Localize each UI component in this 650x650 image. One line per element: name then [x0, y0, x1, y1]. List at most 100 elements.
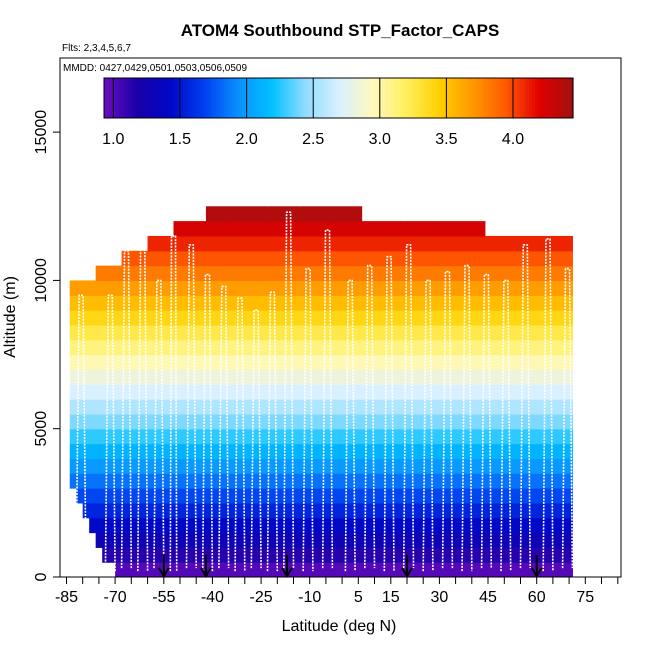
heatmap-cell	[556, 310, 564, 326]
heatmap-cell	[322, 206, 330, 222]
heatmap-cell	[296, 354, 304, 370]
heatmap-cell	[290, 562, 298, 577]
heatmap-cell	[231, 324, 239, 341]
heatmap-cell	[244, 532, 252, 548]
heatmap-cell	[102, 310, 110, 326]
heatmap-cell	[322, 324, 330, 341]
heatmap-cell	[264, 280, 272, 296]
heatmap-cell	[368, 324, 376, 341]
heatmap-cell	[556, 295, 564, 311]
heatmap-cell	[419, 399, 428, 415]
heatmap-cell	[543, 473, 551, 489]
heatmap-cell	[452, 310, 460, 326]
heatmap-cell	[348, 250, 356, 267]
heatmap-cell	[361, 458, 369, 474]
heatmap-cell	[471, 488, 479, 504]
down-arrow-marker	[281, 555, 293, 578]
heatmap-cell	[69, 473, 77, 489]
heatmap-cell	[387, 473, 395, 489]
heatmap-cell	[199, 354, 207, 370]
heatmap-cell	[69, 324, 77, 341]
heatmap-cell	[510, 443, 518, 459]
heatmap-cell	[231, 458, 239, 474]
heatmap-cell	[303, 517, 311, 534]
heatmap-cell	[95, 443, 103, 459]
heatmap-cell	[368, 250, 376, 267]
heatmap-cell	[406, 547, 415, 563]
heatmap-cell	[270, 384, 278, 400]
heatmap-cell	[82, 354, 90, 370]
colorbar-segment	[388, 78, 392, 118]
heatmap-cell	[160, 354, 168, 370]
heatmap-cell	[199, 532, 207, 548]
heatmap-cell	[484, 413, 492, 430]
heatmap-cell	[458, 235, 466, 252]
heatmap-cell	[413, 562, 421, 577]
heatmap-cell	[342, 235, 350, 252]
heatmap-cell	[400, 339, 408, 356]
colorbar-segment	[485, 78, 489, 118]
colorbar-segment	[197, 78, 202, 118]
heatmap-cell	[296, 502, 304, 519]
heatmap-cell	[478, 354, 486, 370]
colorbar-segment	[259, 78, 263, 118]
heatmap-cell	[549, 339, 557, 356]
heatmap-cell	[192, 488, 201, 504]
heatmap-cell	[536, 280, 544, 296]
heatmap-cell	[192, 324, 201, 341]
heatmap-cell	[368, 354, 376, 370]
heatmap-cell	[141, 369, 149, 385]
colorbar-segment	[397, 78, 401, 118]
heatmap-cell	[510, 369, 518, 385]
heatmap-cell	[296, 384, 304, 400]
heatmap-cell	[413, 488, 421, 504]
colorbar-segment	[332, 78, 337, 118]
heatmap-cell	[69, 339, 77, 356]
heatmap-cell	[303, 250, 311, 267]
colorbar-segment	[438, 78, 442, 118]
heatmap-cell	[270, 517, 278, 534]
heatmap-cell	[387, 502, 395, 519]
heatmap-cell	[361, 354, 369, 370]
heatmap-cell	[141, 265, 149, 282]
heatmap-cell	[355, 310, 363, 326]
heatmap-cell	[270, 280, 278, 296]
heatmap-cell	[361, 562, 369, 577]
heatmap-cell	[445, 295, 453, 311]
heatmap-cell	[335, 428, 343, 445]
heatmap-cell	[205, 547, 214, 563]
heatmap-cell	[225, 250, 233, 267]
heatmap-cell	[413, 221, 421, 237]
heatmap-cell	[394, 562, 402, 577]
heatmap-cell	[309, 413, 317, 430]
colorbar-segment	[317, 78, 322, 118]
heatmap-cell	[251, 473, 259, 489]
heatmap-cell	[491, 235, 499, 252]
heatmap-cell	[458, 502, 466, 519]
heatmap-cell	[439, 502, 447, 519]
heatmap-cell	[342, 458, 350, 474]
heatmap-cell	[413, 354, 421, 370]
heatmap-cell	[270, 221, 278, 237]
heatmap-cell	[536, 547, 544, 563]
heatmap-cell	[329, 280, 337, 296]
colorbar-segment	[227, 78, 231, 118]
heatmap-cell	[154, 562, 162, 577]
heatmap-cell	[374, 502, 382, 519]
colorbar-segment	[215, 78, 219, 118]
heatmap-cell	[244, 384, 252, 400]
colorbar-segment	[209, 78, 214, 118]
heatmap-cell	[419, 310, 428, 326]
colorbar-segment	[326, 78, 331, 118]
heatmap-cell	[556, 532, 564, 548]
colorbar-segment	[523, 78, 527, 118]
heatmap-cell	[439, 384, 447, 400]
heatmap-cell	[128, 399, 136, 415]
heatmap-cell	[102, 458, 110, 474]
heatmap-cell	[296, 235, 304, 252]
heatmap-cell	[238, 458, 246, 474]
heatmap-cell	[543, 250, 551, 267]
heatmap-cell	[381, 384, 389, 400]
heatmap-cell	[173, 339, 181, 356]
heatmap-cell	[257, 532, 265, 548]
